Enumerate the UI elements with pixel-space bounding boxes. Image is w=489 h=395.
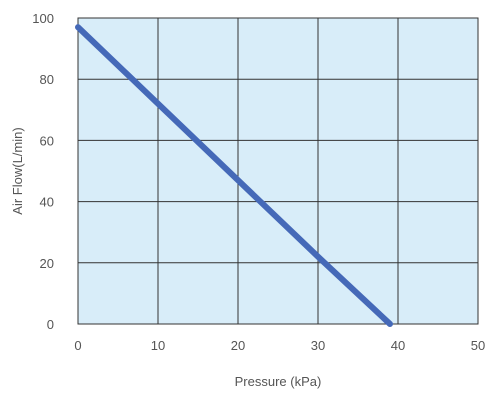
y-tick-label: 80 [40, 72, 54, 87]
series-line [75, 24, 393, 327]
x-tick-label: 20 [231, 338, 245, 353]
series-layer [75, 24, 393, 327]
y-tick-label: 60 [40, 133, 54, 148]
y-tick-labels: 0 20 40 60 80 100 [32, 11, 54, 332]
x-tick-label: 50 [471, 338, 485, 353]
x-tick-labels: 0 10 20 30 40 50 [74, 338, 485, 353]
x-tick-label: 10 [151, 338, 165, 353]
y-tick-label: 40 [40, 195, 54, 210]
x-axis-label: Pressure (kPa) [235, 374, 322, 389]
grid [77, 17, 479, 325]
y-axis-label: Air Flow(L/min) [10, 127, 25, 214]
y-tick-label: 20 [40, 256, 54, 271]
y-tick-label: 0 [47, 317, 54, 332]
x-tick-label: 30 [311, 338, 325, 353]
y-tick-label: 100 [32, 11, 54, 26]
x-tick-label: 40 [391, 338, 405, 353]
plot-area [77, 17, 479, 325]
x-tick-label: 0 [74, 338, 81, 353]
